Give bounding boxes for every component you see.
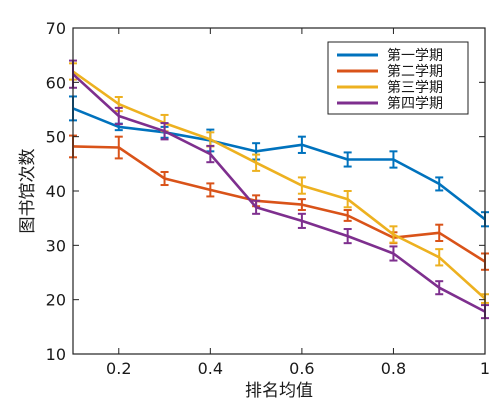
ticks-layer: 0.2 0.4 0.6 0.8 1 10 20 30 40 50 60 70 [46,19,490,378]
legend-entry: 第一学期 [337,47,443,64]
y-tick-label: 40 [46,182,66,201]
series-line [72,145,486,263]
legend-label: 第三学期 [387,79,443,96]
x-tick-label: 1 [480,359,490,378]
x-axis-label: 排名均值 [245,381,313,401]
error-bar [389,225,398,244]
y-tick-label: 20 [46,291,66,310]
error-bar [343,151,352,168]
error-bar [343,209,352,222]
error-bar [435,248,444,267]
legend-label: 第二学期 [387,63,443,80]
error-bar [160,122,169,141]
x-tick-label: 0.8 [381,359,406,378]
x-tick-label: 0.2 [106,359,131,378]
y-tick-label: 30 [46,236,66,255]
error-bar [389,150,398,169]
error-bar [114,135,123,160]
y-axis-label: 图书馆次数 [18,149,38,234]
error-bar [297,198,306,212]
series-line [72,107,486,221]
error-bar [435,176,444,192]
error-bar [435,280,444,296]
legend-entry: 第四学期 [337,95,443,112]
error-bar [297,135,306,154]
legend-entry: 第二学期 [337,63,443,80]
error-bar [435,223,444,242]
error-bar [252,153,261,172]
legend-label: 第四学期 [387,95,443,112]
y-tick-label: 60 [46,73,66,92]
x-tick-label: 0.6 [289,359,314,378]
series-line [72,70,486,300]
error-bar [343,190,352,209]
error-bar [343,228,352,245]
series-1 [69,95,489,228]
y-tick-label: 50 [46,128,66,147]
series-line [72,73,486,313]
x-tick-label: 0.4 [198,359,223,378]
error-bar [297,176,306,195]
legend-label: 第一学期 [387,47,443,64]
legend-entry: 第三学期 [337,79,443,96]
y-tick-label: 10 [46,345,66,364]
y-tick-label: 70 [46,19,66,38]
error-bar [206,182,215,198]
error-bar [252,199,261,215]
error-bar [206,144,215,164]
error-bar [297,212,306,229]
error-bar [114,106,123,126]
error-bar [160,170,169,187]
error-bar [389,245,398,262]
